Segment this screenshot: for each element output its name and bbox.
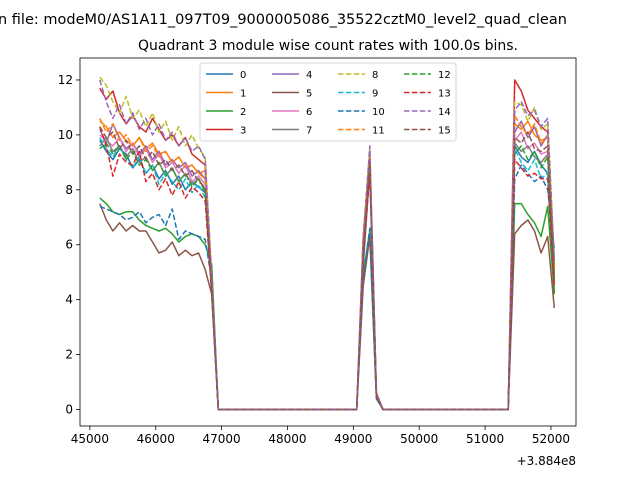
y-tick-label: 10 <box>58 128 73 142</box>
plot-area: 45000 46000 47000 48000 49000 50000 51000 52000… <box>58 57 577 446</box>
series-line-8 <box>99 76 556 411</box>
chart-title: Quadrant 3 module wise count rates with … <box>138 38 518 54</box>
legend-label-1: 1 <box>240 89 246 100</box>
x-tick-label: 51000 <box>466 432 504 446</box>
y-tick-label: 2 <box>65 348 73 362</box>
axes-frame <box>79 57 577 427</box>
legend-label-13: 13 <box>438 89 451 100</box>
legend-label-7: 7 <box>306 126 312 137</box>
x-tick-label: 46000 <box>137 432 175 446</box>
legend-label-8: 8 <box>372 70 378 81</box>
y-axis: 0 2 4 6 8 10 12 <box>58 73 80 417</box>
x-tick-label: 48000 <box>268 432 306 446</box>
legend-box <box>199 62 457 142</box>
x-tick-label: 47000 <box>203 432 241 446</box>
x-offset-label: +3.884e8 <box>517 454 576 468</box>
y-tick-label: 4 <box>65 293 73 307</box>
legend-label-14: 14 <box>438 107 451 118</box>
x-tick-label: 50000 <box>400 432 438 446</box>
legend-label-15: 15 <box>438 126 451 137</box>
y-tick-label: 8 <box>65 183 73 197</box>
x-tick-label: 49000 <box>334 432 372 446</box>
y-tick-label: 12 <box>58 73 73 87</box>
legend-label-12: 12 <box>438 70 451 81</box>
y-tick-label: 0 <box>65 403 73 417</box>
legend-label-3: 3 <box>240 126 246 137</box>
series-lines <box>99 76 556 411</box>
legend-label-10: 10 <box>372 107 385 118</box>
y-tick-label: 6 <box>65 238 73 252</box>
legend-label-11: 11 <box>372 126 385 137</box>
x-axis: 45000 46000 47000 48000 49000 50000 51000 52000 <box>71 426 570 446</box>
x-tick-label: 45000 <box>71 432 109 446</box>
figure-suptitle: n file: modeM0/AS1A11_097T09_9000005086_… <box>0 12 567 28</box>
legend-label-6: 6 <box>306 107 312 118</box>
legend-label-4: 4 <box>306 70 312 81</box>
legend-label-5: 5 <box>306 89 312 100</box>
legend-label-9: 9 <box>372 89 378 100</box>
legend-label-0: 0 <box>240 70 246 81</box>
legend-label-2: 2 <box>240 107 246 118</box>
series-line-15 <box>99 126 556 411</box>
x-tick-label: 52000 <box>532 432 570 446</box>
